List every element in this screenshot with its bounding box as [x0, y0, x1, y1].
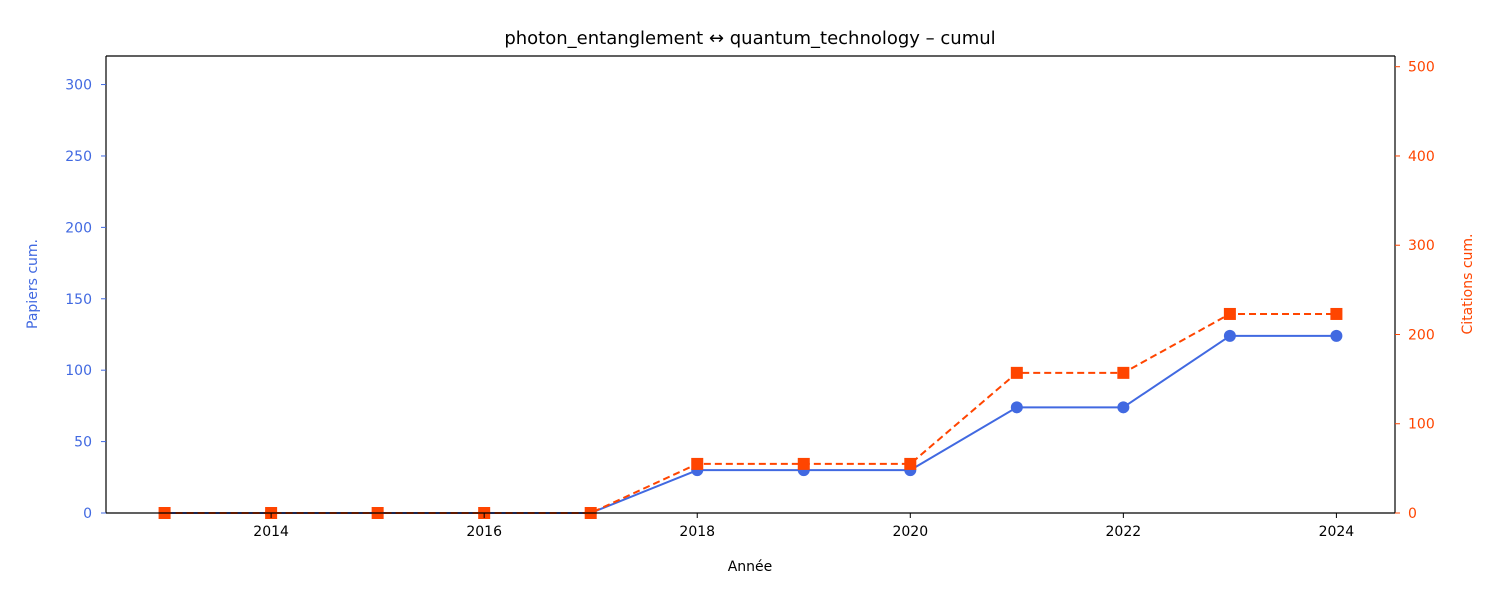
y-left-tick-label: 0	[83, 506, 92, 522]
axes: 2014 2016 2018 2020 2022 2024 0 50 100 150 200 250 3…	[65, 55, 1435, 540]
y-left-tick-label: 150	[65, 292, 92, 308]
y-right-tick-label: 300	[1408, 238, 1435, 254]
x-tick-label: 2020	[892, 524, 928, 540]
y-right-tick-label: 100	[1408, 417, 1435, 433]
series-1-point	[1223, 329, 1236, 342]
series-2-point	[691, 457, 704, 470]
x-tick-label: 2014	[253, 524, 289, 540]
y-axis-left-label: Papiers cum.	[25, 239, 41, 329]
series-1-point	[1010, 401, 1023, 414]
series-2-line	[164, 312, 1337, 514]
y-axis-right-label: Citations cum.	[1460, 234, 1476, 335]
chart-title: photon_entanglement ↔ quantum_technology…	[504, 28, 995, 49]
x-axis-label: Année	[728, 559, 773, 575]
y-left-tick-label: 250	[65, 149, 92, 165]
series-2-point	[1117, 366, 1130, 379]
y-left-tick-label: 300	[65, 78, 92, 94]
x-tick-label: 2018	[679, 524, 715, 540]
series-2-point	[904, 457, 917, 470]
x-tick-label: 2016	[466, 524, 502, 540]
y-right-tick-label: 400	[1408, 149, 1435, 165]
series-2-point	[1330, 307, 1343, 320]
series-2-point	[797, 457, 810, 470]
series-2-point	[1223, 307, 1236, 320]
x-tick-label: 2024	[1319, 524, 1355, 540]
y-right-tick-label: 0	[1408, 506, 1417, 522]
x-tick-label: 2022	[1106, 524, 1142, 540]
y-left-tick-label: 100	[65, 363, 92, 379]
series-1-point	[1330, 329, 1343, 342]
plot-marks	[158, 307, 1343, 519]
y-right-tick-label: 500	[1408, 60, 1435, 76]
series-1-point	[1117, 401, 1130, 414]
y-left-tick-label: 50	[74, 435, 92, 451]
y-left-tick-label: 200	[65, 220, 92, 236]
y-right-tick-label: 200	[1408, 327, 1435, 343]
series-1-line	[164, 334, 1337, 514]
series-2-point	[1010, 366, 1023, 379]
